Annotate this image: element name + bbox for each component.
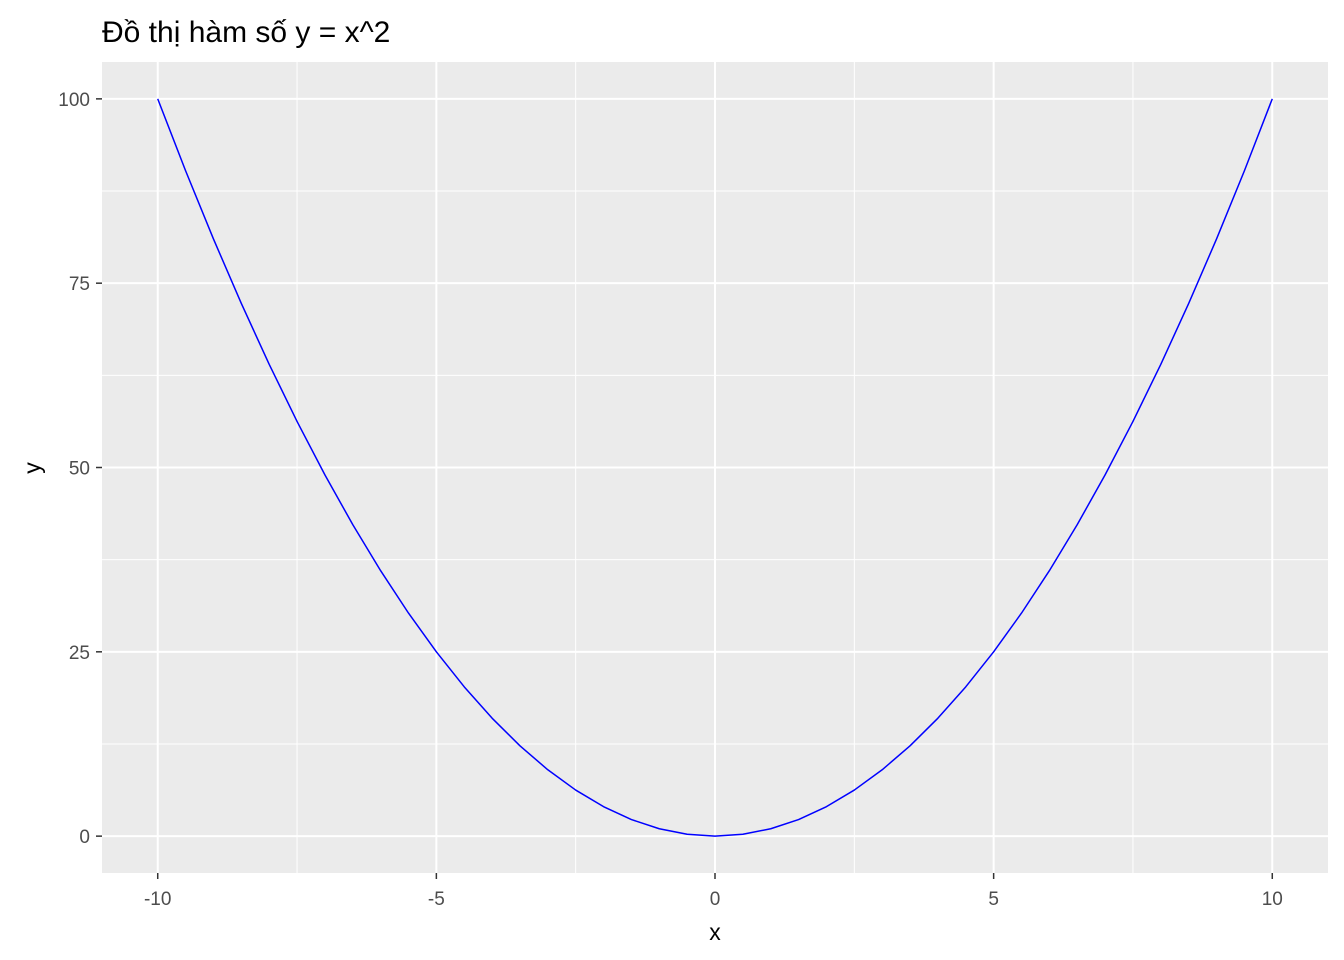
x-tick-label: 10 — [1262, 889, 1283, 910]
y-tick-label: 25 — [69, 643, 90, 664]
y-tick-label: 100 — [58, 90, 90, 111]
x-tick-label: 5 — [988, 889, 999, 910]
y-axis-title: y — [19, 462, 45, 474]
x-tick-label: -5 — [428, 889, 445, 910]
x-axis: -10 -5 0 5 10 — [144, 873, 1283, 910]
y-tick-label: 50 — [69, 459, 90, 480]
x-tick-label: 0 — [710, 889, 721, 910]
x-axis-title: x — [709, 919, 721, 945]
series-line — [157, 98, 1273, 837]
y-tick-label: 0 — [79, 827, 90, 848]
y-axis: 0 25 50 75 100 — [58, 90, 102, 848]
y-tick-label: 75 — [69, 274, 90, 295]
chart-title: Đồ thị hàm số y = x^2 — [102, 16, 390, 49]
x-tick-label: -10 — [144, 889, 171, 910]
series-layer — [157, 98, 1273, 837]
